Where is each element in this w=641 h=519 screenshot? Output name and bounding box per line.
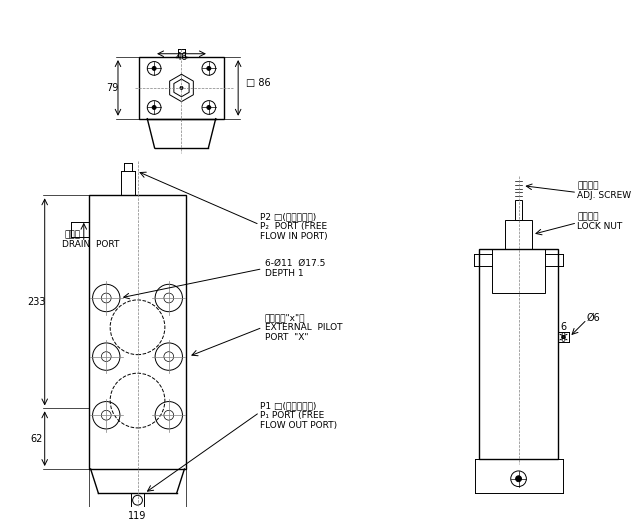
Bar [505, 220, 532, 249]
Bar [492, 249, 545, 293]
Text: PORT  "X": PORT "X" [265, 333, 308, 342]
Text: 46: 46 [176, 52, 188, 62]
Text: Ø6: Ø6 [587, 312, 601, 322]
Bar [88, 195, 187, 469]
Text: FLOW IN PORT): FLOW IN PORT) [260, 232, 328, 241]
Text: 233: 233 [28, 297, 46, 307]
Text: LOCK NUT: LOCK NUT [577, 222, 622, 231]
Text: DEPTH 1: DEPTH 1 [265, 269, 303, 278]
Circle shape [152, 105, 156, 110]
Text: 外部引導"x"口: 外部引導"x"口 [265, 313, 305, 322]
Text: EXTERNAL  PILOT: EXTERNAL PILOT [265, 323, 342, 332]
Text: 6: 6 [560, 322, 567, 332]
Text: □ 86: □ 86 [246, 78, 271, 88]
Bar [140, 57, 224, 119]
Text: ADJ. SCREW: ADJ. SCREW [577, 191, 631, 200]
Circle shape [207, 66, 211, 71]
Text: 79: 79 [106, 83, 119, 93]
Text: 調節螺絲: 調節螺絲 [577, 181, 599, 190]
Circle shape [152, 66, 156, 71]
Text: P1 □(自由流出口): P1 □(自由流出口) [260, 401, 316, 410]
Text: DRAIN  PORT: DRAIN PORT [62, 240, 120, 249]
Circle shape [207, 105, 211, 110]
Circle shape [180, 87, 183, 89]
Circle shape [515, 476, 522, 482]
Text: 固定螺帽: 固定螺帽 [577, 212, 599, 222]
Text: P2 □(自由流入口): P2 □(自由流入口) [260, 212, 316, 222]
Text: FLOW OUT PORT): FLOW OUT PORT) [260, 420, 337, 430]
Text: 洩流口: 洩流口 [64, 230, 80, 239]
Bar [479, 249, 558, 459]
Text: 6-Ø11  Ø17.5: 6-Ø11 Ø17.5 [265, 260, 325, 268]
Text: 119: 119 [128, 511, 147, 519]
Bar [515, 200, 522, 220]
Text: 62: 62 [31, 434, 43, 444]
Text: P₂  PORT (FREE: P₂ PORT (FREE [260, 222, 327, 231]
Text: P₁ PORT (FREE: P₁ PORT (FREE [260, 411, 324, 420]
